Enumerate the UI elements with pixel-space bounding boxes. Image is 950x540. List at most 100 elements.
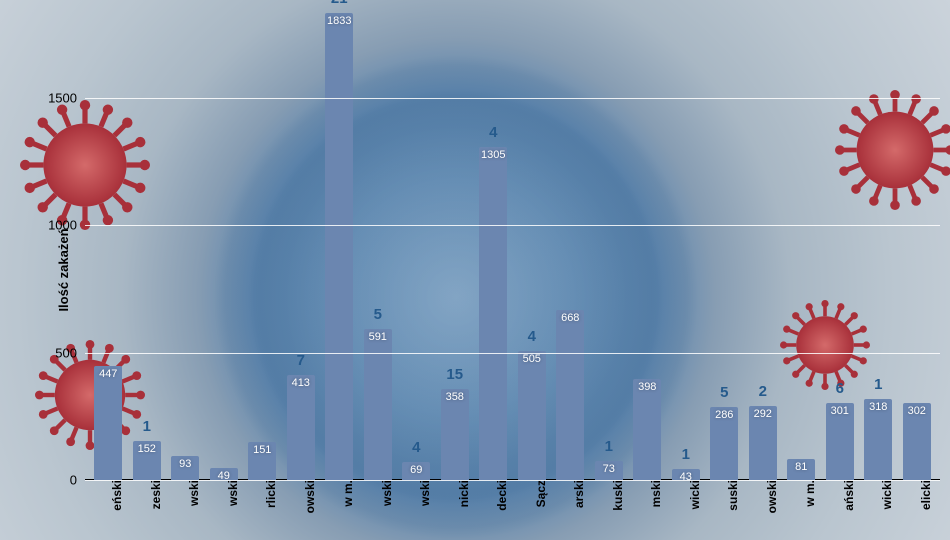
x-tick-label: decki (489, 480, 509, 511)
bar-value-label: 152 (138, 443, 156, 455)
bar-overlay-number: 4 (412, 439, 420, 456)
bar-value-label: 292 (754, 408, 772, 420)
y-tick-label: 1000 (48, 218, 77, 233)
bar-slot: 13054decki (474, 0, 513, 480)
y-tick-label: 0 (70, 473, 77, 488)
bar: 43 (672, 469, 700, 480)
bar-value-label: 318 (869, 401, 887, 413)
x-tick-label: owski (297, 480, 317, 513)
bar-overlay-number: 5 (720, 384, 728, 401)
bar-value-label: 398 (638, 381, 656, 393)
bar-value-label: 81 (795, 461, 807, 473)
x-tick-label: wski (220, 480, 240, 506)
bar-overlay-number: 5 (374, 306, 382, 323)
bar-overlay-number: 1 (143, 418, 151, 435)
bar: 286 (710, 407, 738, 480)
bar-slot: 183321w m. (320, 0, 359, 480)
bar: 152 (133, 441, 161, 480)
bar-slot: 447eński (89, 0, 128, 480)
x-tick-label: mski (643, 480, 663, 507)
bar-overlay-number: 4 (489, 124, 497, 141)
x-tick-label: rlicki (258, 480, 278, 508)
bar: 69 (402, 462, 430, 480)
bar-value-label: 286 (715, 409, 733, 421)
x-tick-label: Sącz (528, 480, 548, 507)
bar: 301 (826, 403, 854, 480)
bar-slot: 5054Sącz (513, 0, 552, 480)
bar-value-label: 301 (831, 405, 849, 417)
bar-overlay-number: 1 (874, 376, 882, 393)
x-tick-label: wicki (682, 480, 702, 509)
bar-overlay-number: 1 (605, 438, 613, 455)
bar: 505 (518, 351, 546, 480)
bar-slot: 2922owski (744, 0, 783, 480)
bar: 81 (787, 459, 815, 480)
bar-value-label: 1833 (327, 15, 351, 27)
bar-slot: 35815nicki (436, 0, 475, 480)
bar-slot: 93wski (166, 0, 205, 480)
bar-value-label: 73 (603, 463, 615, 475)
bar-overlay-number: 21 (331, 0, 348, 7)
bar: 93 (171, 456, 199, 480)
bar: 398 (633, 379, 661, 480)
bar-value-label: 591 (369, 331, 387, 343)
x-tick-label: wski (181, 480, 201, 506)
infection-bar-chart: Ilość zakażeń 447eński1521zeski93wski49w… (0, 0, 950, 540)
x-tick-label: zeski (143, 480, 163, 509)
bar-slot: 1521zeski (128, 0, 167, 480)
gridline (85, 225, 940, 226)
bar: 302 (903, 403, 931, 480)
bar: 151 (248, 442, 276, 481)
bar-value-label: 93 (179, 458, 191, 470)
bar-slot: 398mski (628, 0, 667, 480)
x-tick-label: elicki (913, 480, 933, 510)
bar: 318 (864, 399, 892, 480)
bar-slot: 151rlicki (243, 0, 282, 480)
y-tick-label: 1500 (48, 90, 77, 105)
x-tick-label: wski (374, 480, 394, 506)
bar-value-label: 447 (99, 368, 117, 380)
bar-overlay-number: 7 (297, 352, 305, 369)
bar: 1305 (479, 147, 507, 480)
bar-slot: 731kuski (590, 0, 629, 480)
y-axis-label: Ilość zakażeń (56, 228, 71, 311)
bar-slot: 4137owski (282, 0, 321, 480)
bar-slot: 81w m. (782, 0, 821, 480)
bar-slot: 694wski (397, 0, 436, 480)
gridline (85, 480, 940, 481)
bar-overlay-number: 15 (446, 366, 463, 383)
bar-slot: 431wicki (667, 0, 706, 480)
plot-area: 447eński1521zeski93wski49wski151rlicki41… (85, 0, 940, 480)
x-tick-label: eński (104, 480, 124, 511)
bar-slot: 49wski (205, 0, 244, 480)
bar: 49 (210, 468, 238, 480)
x-tick-label: w m. (335, 480, 355, 507)
bar-slot: 302elicki (898, 0, 937, 480)
bar: 668 (556, 310, 584, 480)
bar-slot: 2865suski (705, 0, 744, 480)
bar-overlay-number: 4 (528, 328, 536, 345)
bar-overlay-number: 1 (682, 446, 690, 463)
bar-value-label: 151 (253, 444, 271, 456)
x-tick-label: owski (759, 480, 779, 513)
bar-value-label: 668 (561, 312, 579, 324)
bar-overlay-number: 6 (836, 380, 844, 397)
x-tick-label: wicki (874, 480, 894, 509)
x-tick-label: kuski (605, 480, 625, 511)
x-tick-label: suski (720, 480, 740, 511)
x-tick-label: arski (566, 480, 586, 508)
bars-container: 447eński1521zeski93wski49wski151rlicki41… (85, 0, 940, 480)
x-tick-label: nicki (451, 480, 471, 507)
bar-overlay-number: 2 (759, 383, 767, 400)
bar-value-label: 302 (908, 405, 926, 417)
x-tick-label: wski (412, 480, 432, 506)
bar-value-label: 1305 (481, 149, 505, 161)
bar: 447 (94, 366, 122, 480)
bar: 1833 (325, 13, 353, 480)
bar: 413 (287, 375, 315, 480)
y-tick-label: 500 (55, 345, 77, 360)
x-tick-label: w m. (797, 480, 817, 507)
x-tick-label: ański (836, 480, 856, 511)
bar-slot: 3016ański (821, 0, 860, 480)
bar: 358 (441, 389, 469, 480)
